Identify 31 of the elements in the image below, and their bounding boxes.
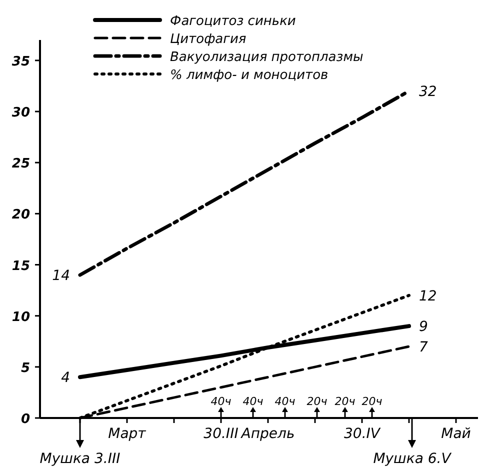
data-label: 9 (419, 319, 428, 336)
data-label: 12 (419, 288, 437, 304)
y-tick-label: 15 (12, 258, 30, 274)
annotation: 20ч (334, 395, 356, 408)
y-tick-label: 30 (12, 106, 30, 121)
annotation: 40ч (210, 395, 232, 408)
y-tick-label: 5 (20, 360, 30, 376)
data-label: 14 (52, 268, 70, 284)
y-tick-label: 0 (20, 412, 30, 427)
y-tick-label: 25 (12, 156, 30, 172)
y-tick-label: 20 (12, 208, 30, 223)
annotation: 20ч (362, 395, 383, 408)
text: Мушка 3.III (40, 451, 120, 467)
legend-label: Фагоцитоз синьки (170, 14, 296, 29)
y-tick-label: 35 (12, 54, 30, 70)
y-tick-label: 10 (12, 310, 30, 325)
legend-label: Цитофагия (170, 32, 246, 47)
data-label: 4 (61, 370, 70, 386)
x-tick-label: Март (108, 426, 147, 442)
x-tick-label: 30.IV (344, 426, 382, 442)
x-tick-label: Май (441, 426, 471, 442)
text: Мушка 6.V (373, 451, 452, 467)
x-tick-label: 30.III (204, 426, 238, 442)
annotation: 20ч (306, 395, 328, 408)
x-tick-label: Апрель (240, 426, 295, 442)
annotation: 40ч (242, 395, 264, 408)
data-label: 7 (419, 339, 428, 356)
legend-label: Вакуолизация протоплазмы (170, 50, 364, 65)
legend-label: % лимфо- и моноцитов (170, 68, 328, 83)
annotation: 40ч (274, 395, 296, 408)
data-label: 32 (419, 84, 437, 100)
